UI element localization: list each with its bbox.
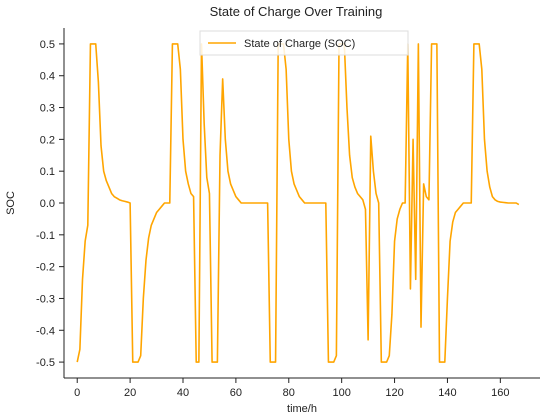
x-tick-label: 0 bbox=[74, 387, 80, 399]
y-tick-label: 0.3 bbox=[40, 103, 55, 115]
y-tick-label: 0.4 bbox=[40, 71, 55, 83]
x-axis-title: time/h bbox=[287, 403, 317, 415]
x-tick-label: 40 bbox=[177, 387, 189, 399]
legend: State of Charge (SOC) bbox=[199, 30, 409, 56]
y-tick-label: 0.2 bbox=[40, 134, 55, 146]
x-tick-label: 20 bbox=[124, 387, 136, 399]
x-ticks-group: 0 20 40 60 80 100 120 140 160 bbox=[74, 378, 510, 399]
y-ticks-group: -0.5 -0.4 -0.3 -0.2 -0.1 0.0 0.1 0.2 0.3 0.4 0.5 bbox=[36, 39, 64, 369]
y-tick-label: 0.0 bbox=[40, 198, 55, 210]
x-tick-label: 120 bbox=[385, 387, 403, 399]
x-tick-label: 160 bbox=[491, 387, 509, 399]
y-tick-label: 0.1 bbox=[40, 166, 55, 178]
y-tick-label: -0.2 bbox=[36, 262, 55, 274]
x-tick-label: 100 bbox=[332, 387, 350, 399]
y-axis-title: SOC bbox=[5, 191, 17, 215]
chart-title: State of Charge Over Training bbox=[210, 4, 383, 19]
legend-label: State of Charge (SOC) bbox=[244, 38, 355, 50]
x-tick-label: 60 bbox=[230, 387, 242, 399]
x-tick-label: 140 bbox=[438, 387, 456, 399]
series-group bbox=[76, 43, 520, 363]
y-tick-label: -0.4 bbox=[36, 325, 55, 337]
y-tick-label: -0.3 bbox=[36, 293, 55, 305]
y-tick-label: -0.1 bbox=[36, 230, 55, 242]
soc-series-line bbox=[76, 43, 520, 363]
y-tick-label: 0.5 bbox=[40, 39, 55, 51]
y-tick-label: -0.5 bbox=[36, 357, 55, 369]
x-tick-label: 80 bbox=[283, 387, 295, 399]
